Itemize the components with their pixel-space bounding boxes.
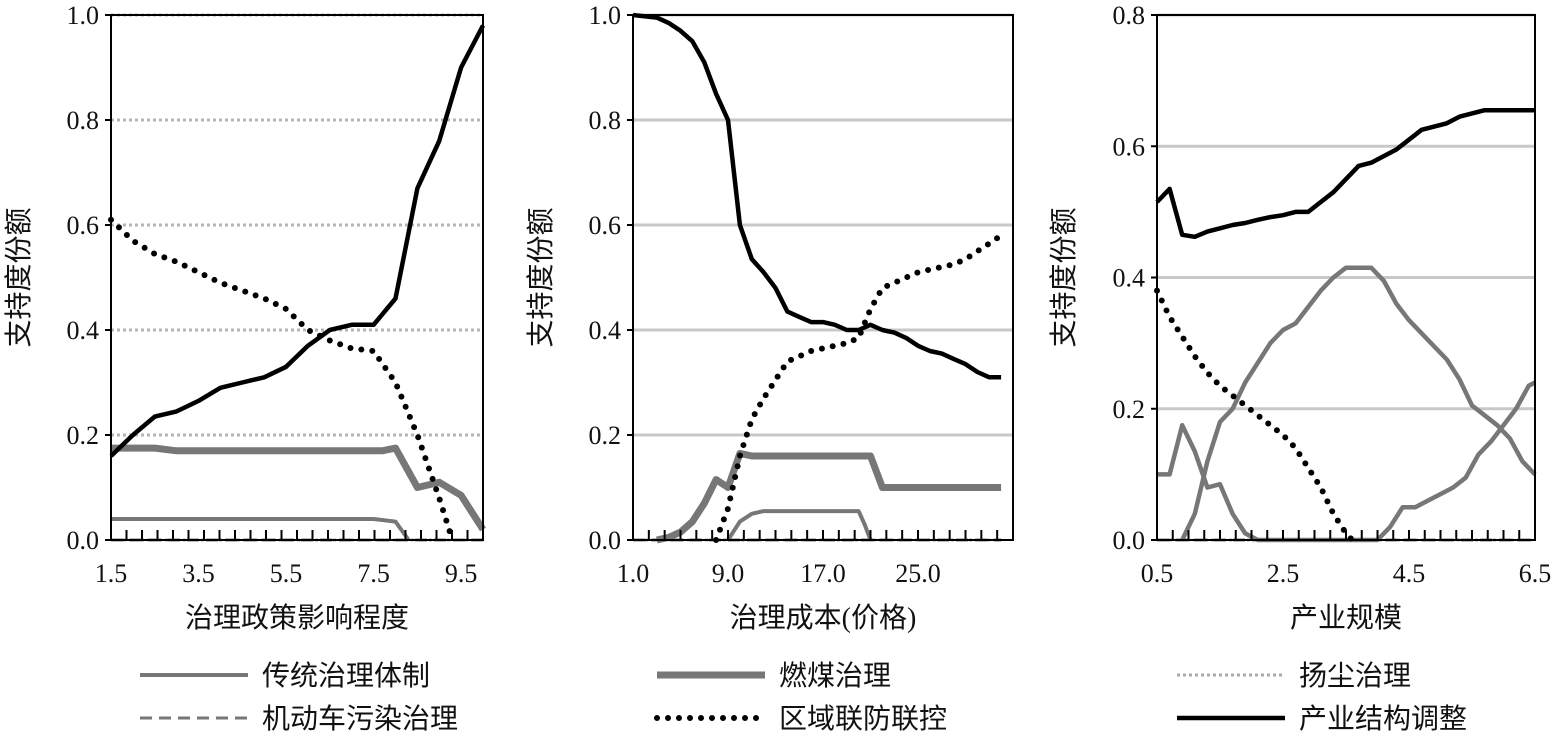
plot-frame (632, 14, 1014, 541)
y-tick-label: 0.4 (67, 316, 100, 345)
series-line-传统治理体制 (726, 509, 873, 542)
series-line-传统治理体制 (1157, 380, 1537, 543)
y-tick-label: 0.8 (1113, 1, 1146, 30)
series-line-区域联防联控 (1154, 287, 1356, 543)
legend-item-传统治理体制: 传统治理体制 (140, 660, 430, 692)
y-tick-label: 0.8 (589, 106, 622, 135)
x-tick-label: 25.0 (895, 559, 941, 588)
series-line-产业结构调整 (632, 12, 1002, 380)
legend-label: 区域联防联控 (779, 703, 947, 735)
legend-item-机动车污染治理: 机动车污染治理 (140, 703, 458, 735)
legend-label: 传统治理体制 (262, 660, 430, 692)
y-tick-label: 0.2 (589, 421, 622, 450)
x-tick-label: 1.5 (95, 559, 128, 588)
x-tick-label: 2.5 (1267, 559, 1300, 588)
x-axis-label: 产业规模 (1290, 602, 1402, 634)
x-tick-label: 5.5 (270, 559, 303, 588)
legend-label: 机动车污染治理 (262, 703, 458, 735)
chart-panel-2: 0.0 0.2 0.4 0.6 0.8 1.0 1.0 9.0 17.0 25.0 治理成本(价格)… (525, 1, 1014, 634)
legend-label: 扬尘治理 (1299, 660, 1411, 692)
legend-label: 产业结构调整 (1299, 703, 1467, 735)
series-line-区域联防联控 (108, 216, 456, 543)
x-tick-label: 9.5 (445, 559, 478, 588)
series-line-燃煤治理 (111, 444, 486, 532)
x-axis-label: 治理成本(价格) (730, 602, 917, 634)
y-tick-label: 0.4 (589, 316, 622, 345)
x-tick-label: 7.5 (357, 559, 390, 588)
x-tick-label: 3.5 (182, 559, 215, 588)
series-line-传统治理体制 (111, 517, 411, 542)
x-axis-label: 治理政策影响程度 (185, 602, 409, 634)
y-tick-label: 1.0 (589, 1, 622, 30)
x-tick-label: 1.0 (617, 559, 650, 588)
y-tick-label: 0.0 (67, 526, 100, 555)
series-line-产业结构调整 (1155, 107, 1535, 240)
series-line-产业结构调整 (109, 24, 485, 458)
plot-frame (110, 14, 484, 541)
legend-item-产业结构调整: 产业结构调整 (1177, 703, 1467, 735)
legend-item-区域联防联控: 区域联防联控 (654, 703, 947, 735)
chart-panel-3: 0.0 0.2 0.4 0.6 0.8 0.5 2.5 4.5 6.5 产业规模 支持度份额 (1048, 1, 1551, 634)
legend-item-扬尘治理: 扬尘治理 (1177, 660, 1411, 692)
y-axis-label: 支持度份额 (3, 207, 35, 347)
y-tick-label: 0.6 (589, 211, 622, 240)
y-tick-label: 0.8 (67, 106, 100, 135)
y-axis-label: 支持度份额 (1048, 207, 1080, 347)
series-line-燃煤治理-hump (1180, 265, 1537, 541)
y-tick-label: 0.6 (1113, 132, 1146, 161)
y-tick-label: 0.0 (1113, 526, 1146, 555)
y-tick-label: 0.0 (589, 526, 622, 555)
y-tick-label: 0.4 (1113, 264, 1146, 293)
legend-label: 燃煤治理 (779, 660, 891, 692)
x-tick-label: 9.0 (712, 559, 745, 588)
legend-item-燃煤治理: 燃煤治理 (657, 660, 891, 692)
y-tick-label: 0.6 (67, 211, 100, 240)
y-tick-label: 1.0 (67, 1, 100, 30)
x-tick-label: 6.5 (1519, 559, 1552, 588)
chart-panel-1: 0.0 0.2 0.4 0.6 0.8 1.0 1.5 3.5 5.5 7.5 9.5 治理政策影响程… (3, 1, 486, 634)
series-line-区域联防联控 (713, 232, 1005, 543)
series-line-燃煤治理 (656, 449, 1002, 544)
y-axis-label: 支持度份额 (525, 207, 557, 347)
x-tick-label: 17.0 (800, 559, 846, 588)
y-tick-label: 0.2 (67, 421, 100, 450)
y-tick-label: 0.2 (1113, 395, 1146, 424)
x-tick-label: 0.5 (1141, 559, 1174, 588)
x-tick-label: 4.5 (1393, 559, 1426, 588)
